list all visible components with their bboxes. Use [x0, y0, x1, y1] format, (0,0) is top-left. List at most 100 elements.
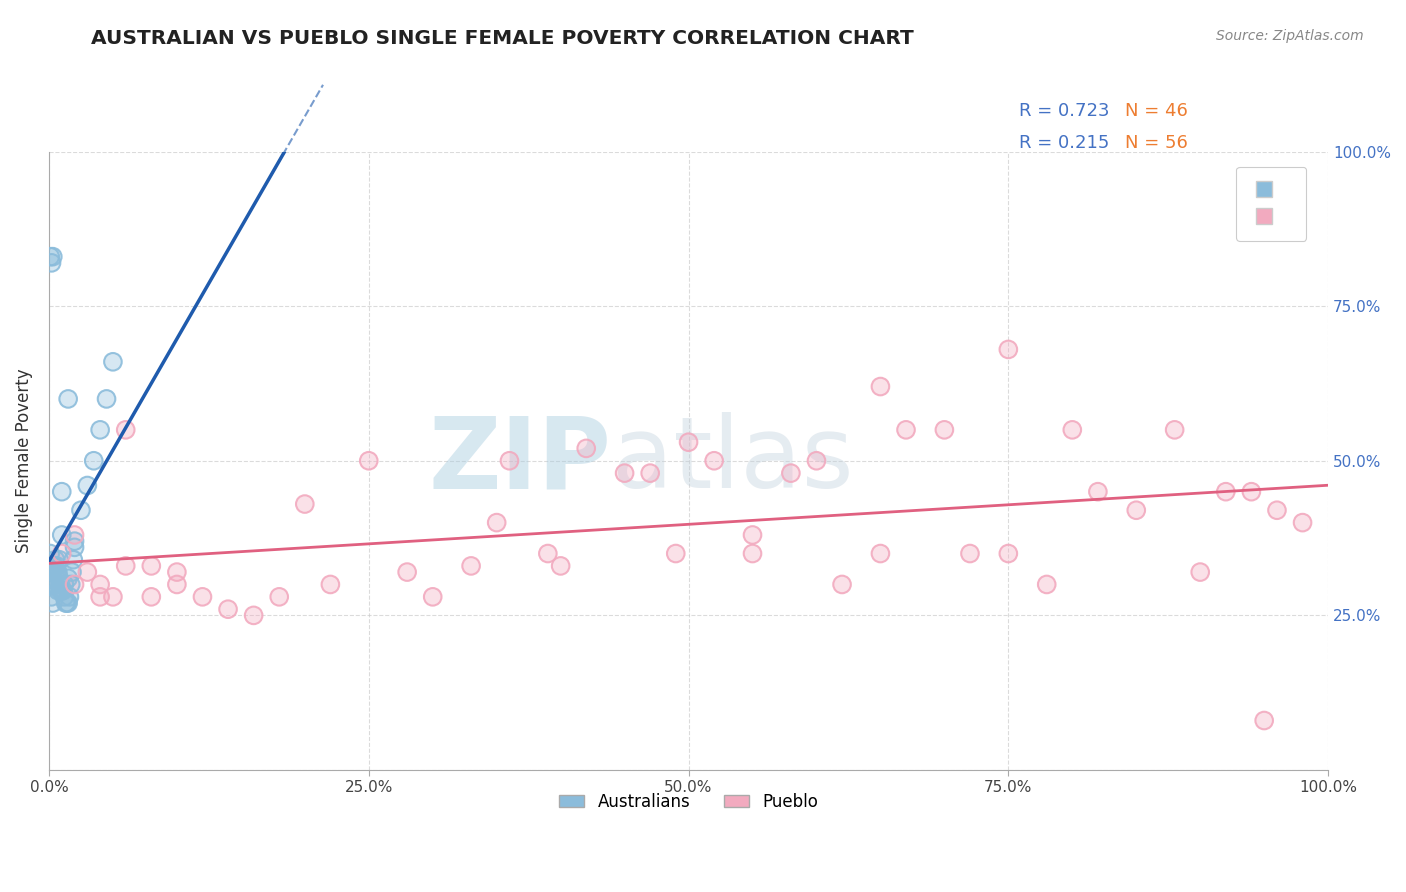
Point	[1062, 423, 1084, 437]
Point	[959, 547, 981, 561]
Point	[703, 454, 725, 468]
Point	[42, 250, 65, 264]
Point	[41, 558, 63, 573]
Point	[1035, 577, 1057, 591]
Point	[485, 516, 508, 530]
Point	[63, 534, 86, 549]
Point	[48, 552, 70, 566]
Point	[741, 528, 763, 542]
Point	[550, 558, 572, 573]
Point	[63, 534, 86, 549]
Point	[703, 454, 725, 468]
Point	[53, 577, 76, 591]
Point	[537, 547, 560, 561]
Legend: Australians, Pueblo: Australians, Pueblo	[553, 786, 824, 817]
Point	[42, 577, 65, 591]
Point	[894, 423, 917, 437]
Point	[1253, 714, 1275, 728]
Point	[869, 379, 891, 393]
Point	[831, 577, 853, 591]
Point	[1189, 565, 1212, 579]
Point	[1291, 516, 1313, 530]
Point	[39, 250, 62, 264]
Point	[1035, 577, 1057, 591]
Point	[575, 442, 598, 456]
Point	[51, 583, 73, 598]
Point	[51, 547, 73, 561]
Point	[42, 571, 65, 585]
Point	[46, 565, 69, 579]
Point	[89, 590, 111, 604]
Y-axis label: Single Female Poverty: Single Female Poverty	[15, 368, 32, 553]
Point	[141, 558, 163, 573]
Point	[831, 577, 853, 591]
Point	[678, 435, 700, 450]
Point	[396, 565, 419, 579]
Point	[70, 503, 93, 517]
Point	[460, 558, 482, 573]
Point	[806, 454, 828, 468]
Point	[63, 577, 86, 591]
Point	[45, 565, 67, 579]
Point	[575, 442, 598, 456]
Point	[269, 590, 291, 604]
Point	[44, 552, 66, 566]
Text: N = 46: N = 46	[1125, 103, 1188, 120]
Point	[53, 577, 76, 591]
Point	[96, 392, 118, 406]
Point	[869, 547, 891, 561]
Point	[780, 466, 803, 480]
Point	[1125, 503, 1147, 517]
Point	[141, 590, 163, 604]
Point	[806, 454, 828, 468]
Point	[49, 583, 72, 598]
Point	[114, 558, 136, 573]
Point	[422, 590, 444, 604]
Point	[1163, 423, 1185, 437]
Point	[869, 547, 891, 561]
Point	[96, 392, 118, 406]
Point	[63, 577, 86, 591]
Point	[357, 454, 380, 468]
Point	[89, 577, 111, 591]
Point	[56, 392, 79, 406]
Point	[166, 577, 188, 591]
Point	[56, 571, 79, 585]
Point	[357, 454, 380, 468]
Point	[42, 558, 65, 573]
Point	[48, 552, 70, 566]
Point	[537, 547, 560, 561]
Point	[56, 596, 79, 610]
Point	[51, 583, 73, 598]
Point	[741, 528, 763, 542]
Point	[460, 558, 482, 573]
Point	[319, 577, 342, 591]
Point	[58, 590, 80, 604]
Point	[62, 552, 84, 566]
Point	[42, 565, 65, 579]
Point	[83, 454, 105, 468]
Point	[101, 355, 124, 369]
Point	[166, 565, 188, 579]
Point	[114, 558, 136, 573]
Point	[89, 423, 111, 437]
Point	[51, 484, 73, 499]
Point	[1240, 484, 1263, 499]
Point	[53, 590, 76, 604]
Text: Source: ZipAtlas.com: Source: ZipAtlas.com	[1216, 29, 1364, 43]
Point	[51, 484, 73, 499]
Point	[997, 343, 1019, 357]
Text: atlas: atlas	[612, 412, 853, 509]
Point	[997, 547, 1019, 561]
Point	[613, 466, 636, 480]
Point	[550, 558, 572, 573]
Point	[191, 590, 214, 604]
Point	[934, 423, 956, 437]
Point	[53, 590, 76, 604]
Point	[1189, 565, 1212, 579]
Point	[678, 435, 700, 450]
Point	[48, 571, 70, 585]
Point	[63, 528, 86, 542]
Point	[1253, 714, 1275, 728]
Point	[49, 577, 72, 591]
